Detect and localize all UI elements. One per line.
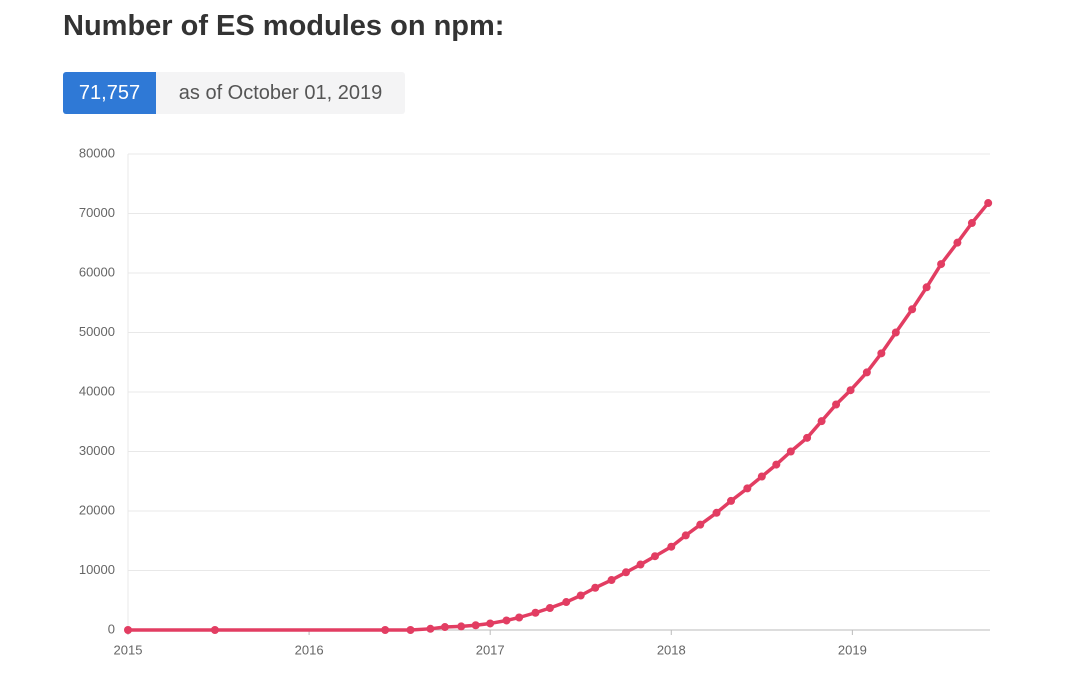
point (440, 623, 449, 632)
point (650, 552, 659, 561)
y-tick-label: 20000 (79, 502, 115, 517)
point (786, 447, 795, 456)
point (877, 349, 886, 358)
x-tick-label: 2017 (476, 642, 505, 657)
x-tick-label: 2015 (114, 642, 143, 657)
point (210, 626, 219, 634)
y-tick-label: 10000 (79, 562, 115, 577)
point (622, 568, 631, 577)
point (846, 386, 855, 395)
y-tick-label: 0 (108, 621, 115, 636)
point (908, 305, 917, 314)
point (576, 591, 585, 600)
x-tick-label: 2019 (838, 642, 867, 657)
y-tick-label: 50000 (79, 324, 115, 339)
point (696, 520, 705, 529)
point (381, 626, 390, 634)
point (531, 608, 540, 617)
point (967, 219, 976, 228)
point (636, 560, 645, 569)
point (817, 417, 826, 426)
point (502, 616, 511, 625)
point (937, 260, 946, 269)
point (457, 622, 466, 631)
y-tick-label: 60000 (79, 264, 115, 279)
point (426, 624, 435, 633)
point (743, 484, 752, 493)
point (891, 328, 900, 337)
point (545, 603, 554, 612)
point (406, 626, 415, 634)
chart-title: Number of ES modules on npm: (63, 10, 505, 42)
point (124, 626, 132, 634)
point (712, 508, 721, 517)
point (471, 621, 480, 630)
point (984, 199, 993, 208)
count-badge: 71,757 (63, 72, 156, 114)
x-tick-label: 2018 (657, 642, 686, 657)
point (667, 542, 676, 551)
point (591, 583, 600, 592)
point (803, 433, 812, 442)
y-tick-label: 30000 (79, 443, 115, 458)
y-tick-label: 70000 (79, 205, 115, 220)
point (486, 619, 495, 628)
point (772, 460, 781, 469)
point (727, 496, 736, 505)
as-of-label: as of October 01, 2019 (156, 72, 405, 114)
point (862, 368, 871, 377)
line (128, 201, 990, 632)
y-tick-label: 80000 (79, 145, 115, 160)
point (515, 613, 524, 622)
y-tick-label: 40000 (79, 383, 115, 398)
point (922, 283, 931, 292)
point (607, 576, 616, 585)
x-tick-label: 2016 (295, 642, 324, 657)
point (953, 238, 962, 247)
point (681, 531, 690, 540)
point (832, 400, 841, 409)
point (757, 472, 766, 481)
point (562, 598, 571, 607)
